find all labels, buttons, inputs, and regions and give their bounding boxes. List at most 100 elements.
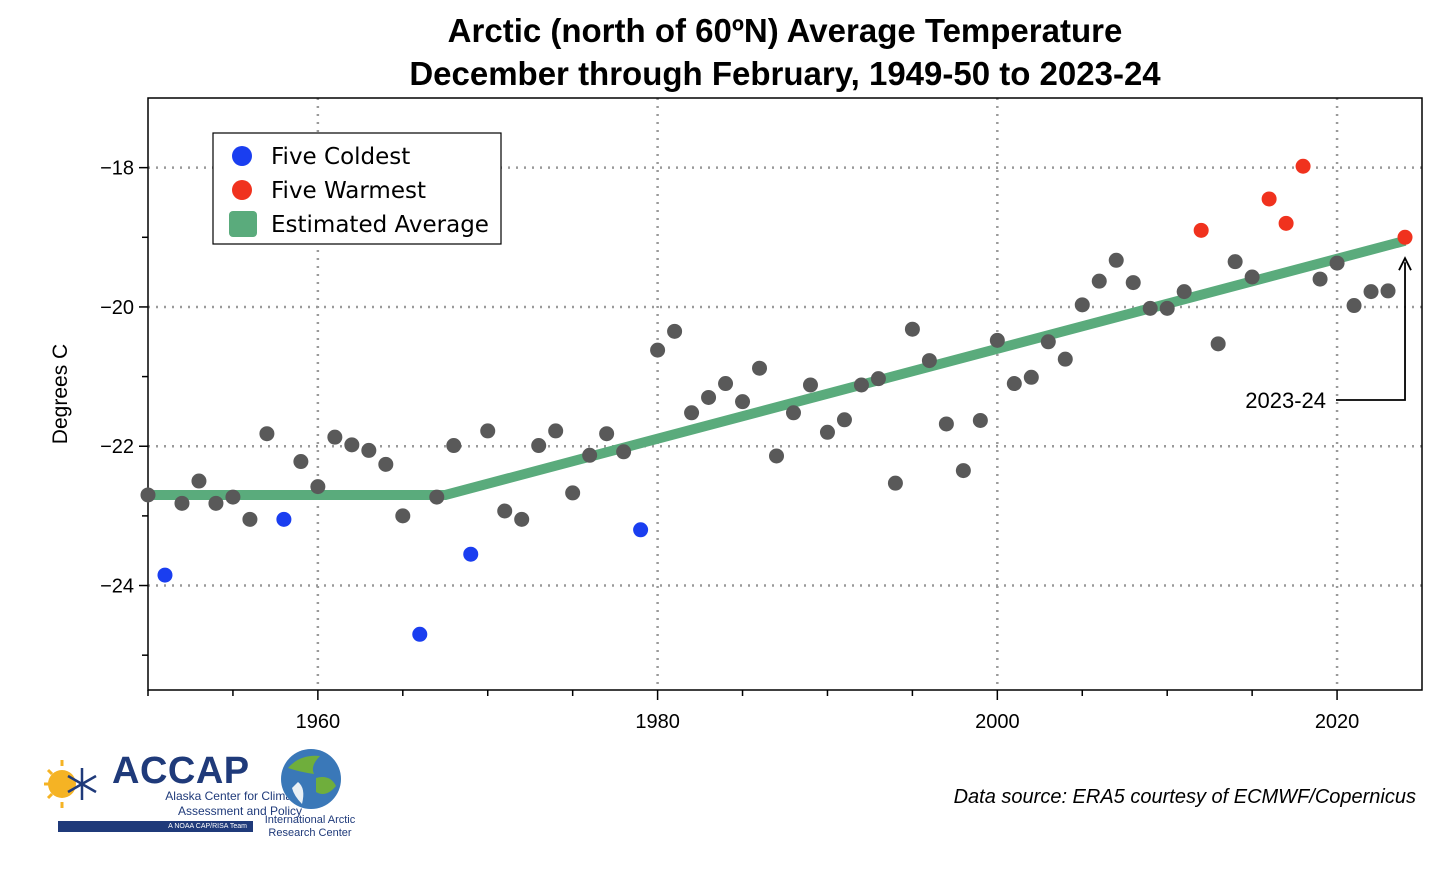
data-point xyxy=(140,487,156,503)
iarc-name: International Arctic Research Center xyxy=(264,814,356,839)
axes: −24 −22 −20 −18 1960 1980 2000 2020 Degrees C xyxy=(49,97,1423,733)
y-tick-label: −18 xyxy=(100,158,134,180)
data-point xyxy=(718,376,734,392)
x-tick-label: 2020 xyxy=(1315,711,1360,733)
data-point xyxy=(429,489,445,505)
warmest-point xyxy=(1295,158,1311,174)
legend-marker xyxy=(232,180,252,200)
data-point xyxy=(701,389,717,405)
data-point xyxy=(293,454,309,470)
data-point xyxy=(395,508,411,524)
data-point xyxy=(242,511,258,527)
data-point xyxy=(548,423,564,439)
data-point xyxy=(921,353,937,369)
warmest-point xyxy=(1261,191,1277,207)
accap-sun-snowflake-icon xyxy=(44,760,97,808)
data-point xyxy=(259,426,275,442)
data-point xyxy=(310,479,326,495)
warmest-point xyxy=(1193,222,1209,238)
data-point xyxy=(1125,275,1141,291)
data-point xyxy=(361,442,377,458)
data-point xyxy=(208,495,224,511)
annotation-arrowhead xyxy=(1398,256,1412,271)
data-point xyxy=(1380,283,1396,299)
chart-title-line2: December through February, 1949-50 to 20… xyxy=(409,55,1161,92)
y-tick-label: −22 xyxy=(100,436,134,458)
legend-marker xyxy=(229,211,257,237)
data-point xyxy=(1074,297,1090,313)
data-point xyxy=(785,405,801,421)
data-point xyxy=(769,448,785,464)
coldest-point xyxy=(463,546,479,562)
data-point xyxy=(1210,336,1226,352)
data-point xyxy=(887,475,903,491)
data-point xyxy=(938,416,954,432)
logos: ACCAP Alaska Center for Climate Assessme… xyxy=(40,748,370,848)
data-point xyxy=(1176,284,1192,300)
x-tick-label: 2000 xyxy=(975,711,1020,733)
data-point xyxy=(344,437,360,453)
data-point xyxy=(599,426,615,442)
data-point xyxy=(1312,271,1328,287)
data-point xyxy=(1023,369,1039,385)
legend-label: Estimated Average xyxy=(271,212,489,238)
data-point xyxy=(480,423,496,439)
data-point xyxy=(752,360,768,376)
data-point xyxy=(1040,334,1056,350)
data-point xyxy=(904,321,920,337)
trend-line-layer xyxy=(148,235,1407,500)
data-point xyxy=(582,447,598,463)
data-point xyxy=(1006,376,1022,392)
data-point xyxy=(565,485,581,501)
legend-box xyxy=(212,132,502,245)
data-point xyxy=(1142,300,1158,316)
grid-lines xyxy=(148,98,1422,690)
estimated-average-line xyxy=(148,235,1407,500)
data-source-note: Data source: ERA5 courtesy of ECMWF/Cope… xyxy=(953,786,1416,808)
data-point xyxy=(667,323,683,339)
data-point xyxy=(446,438,462,454)
data-point xyxy=(972,412,988,428)
data-point xyxy=(870,371,886,387)
annotation-label: 2023-24 xyxy=(1245,388,1326,413)
plot-frame xyxy=(147,97,1423,691)
accap-tagline: A NOAA CAP/RISA Team xyxy=(58,821,253,832)
coldest-point xyxy=(276,511,292,527)
data-points xyxy=(140,158,1413,642)
data-point xyxy=(1363,284,1379,300)
legend-label: Five Coldest xyxy=(271,144,410,170)
data-point xyxy=(514,511,530,527)
data-point xyxy=(174,495,190,511)
data-point xyxy=(327,429,343,445)
legend: Five Coldest Five Warmest Estimated Averag… xyxy=(212,132,502,245)
data-point xyxy=(853,377,869,393)
data-point xyxy=(836,412,852,428)
accap-subtitle: Alaska Center for Climate Assessment and… xyxy=(165,789,302,818)
y-axis-label: Degrees C xyxy=(49,344,72,444)
data-point xyxy=(531,438,547,454)
data-point xyxy=(1244,269,1260,285)
coldest-point xyxy=(633,522,649,538)
legend-marker xyxy=(232,146,252,166)
warmest-point xyxy=(1397,229,1413,245)
data-point xyxy=(378,456,394,472)
legend-label: Five Warmest xyxy=(271,178,426,204)
coldest-point xyxy=(157,567,173,583)
data-point xyxy=(989,332,1005,348)
y-tick-label: −20 xyxy=(100,297,134,319)
data-point xyxy=(1057,351,1073,367)
accap-logo-text: ACCAP xyxy=(112,750,250,792)
data-point xyxy=(1159,300,1175,316)
data-point xyxy=(650,342,666,358)
coldest-point xyxy=(412,626,428,642)
data-point xyxy=(191,473,207,489)
warmest-point xyxy=(1278,215,1294,231)
chart-title-line1: Arctic (north of 60ºN) Average Temperatu… xyxy=(447,12,1123,49)
data-point xyxy=(802,377,818,393)
data-point xyxy=(616,444,632,460)
data-point xyxy=(1227,254,1243,270)
data-point xyxy=(497,503,513,519)
data-point xyxy=(819,424,835,440)
data-point xyxy=(1346,298,1362,314)
